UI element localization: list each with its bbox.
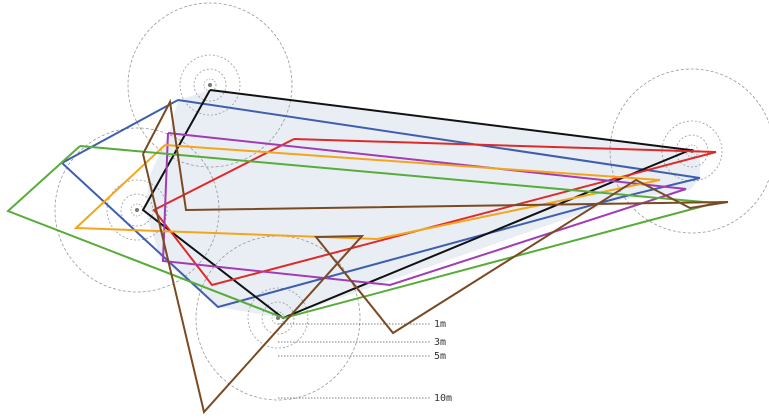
red-track bbox=[152, 138, 717, 287]
scale-label-1m: 1m bbox=[434, 319, 446, 330]
range-ring-a1-2 bbox=[193, 68, 227, 102]
scale-label-10m: 10m bbox=[434, 393, 452, 404]
range-ring-a1-4 bbox=[127, 2, 293, 168]
range-ring-a2-4 bbox=[609, 68, 769, 234]
anchor-point-a3 bbox=[135, 208, 139, 212]
tracks bbox=[6, 89, 729, 415]
range-ring-a2-3 bbox=[661, 120, 723, 182]
blue-track bbox=[60, 99, 701, 309]
green-track bbox=[6, 145, 716, 320]
anchor-point-a1 bbox=[208, 83, 212, 87]
scale-label-3m: 3m bbox=[434, 337, 446, 348]
range-ring-a3-3 bbox=[106, 179, 168, 241]
range-ring-a4-3 bbox=[247, 287, 309, 349]
range-ring-a1-3 bbox=[179, 54, 241, 116]
scale-legend bbox=[278, 323, 431, 399]
brown-track bbox=[142, 98, 729, 415]
orange-track bbox=[73, 144, 661, 241]
range-ring-a4-2 bbox=[261, 301, 295, 335]
scale-label-5m: 5m bbox=[434, 351, 446, 362]
